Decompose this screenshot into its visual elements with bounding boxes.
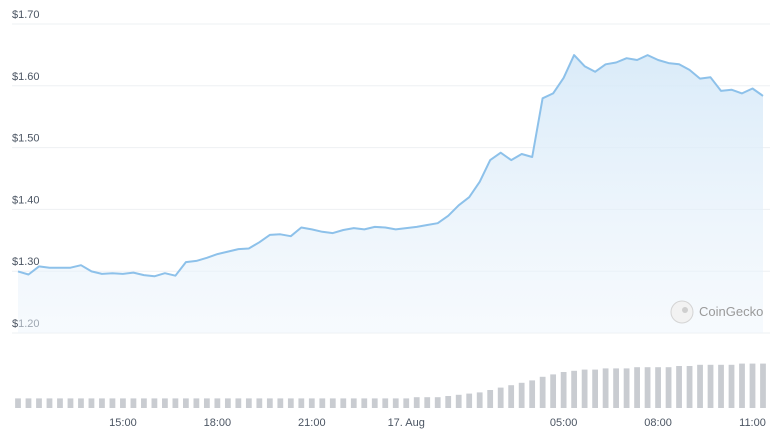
volume-bar bbox=[455, 394, 462, 408]
volume-bar bbox=[329, 398, 336, 408]
volume-bar bbox=[382, 398, 389, 408]
y-tick-label: $1.70 bbox=[12, 9, 40, 21]
volume-bar bbox=[644, 367, 651, 408]
volume-bar bbox=[487, 390, 494, 408]
volume-bar bbox=[497, 387, 504, 408]
volume-bar bbox=[571, 370, 578, 408]
volume-bar bbox=[550, 374, 557, 408]
plot bbox=[15, 54, 766, 408]
volume-bar bbox=[162, 398, 168, 408]
volume-bar bbox=[361, 398, 368, 408]
volume-bar bbox=[413, 397, 420, 408]
volume-bar bbox=[120, 398, 126, 408]
volume-bar bbox=[592, 369, 598, 408]
volume-bar bbox=[25, 398, 32, 408]
x-tick-label: 15:00 bbox=[109, 417, 137, 429]
grid: $1.20$1.30$1.40$1.50$1.60$1.7015:0018:00… bbox=[12, 9, 770, 429]
volume-bar bbox=[350, 398, 357, 408]
area bbox=[18, 55, 763, 333]
volume-bar bbox=[36, 398, 42, 408]
volume-bar bbox=[403, 398, 410, 408]
volume-bar bbox=[518, 382, 525, 408]
volume-bar bbox=[224, 398, 231, 408]
volume-bar bbox=[287, 398, 294, 408]
volume-bar bbox=[508, 385, 515, 408]
y-tick-label: $1.60 bbox=[12, 71, 40, 83]
volume-bar bbox=[466, 393, 473, 408]
x-tick-label: 08:00 bbox=[644, 417, 672, 429]
volume-bar bbox=[319, 398, 326, 408]
volume-bar bbox=[718, 364, 724, 408]
x-tick-label: 05:00 bbox=[550, 417, 578, 429]
volume-bar bbox=[193, 398, 200, 408]
volume-bar bbox=[109, 398, 116, 408]
volume-bar bbox=[424, 397, 431, 408]
volume-bar bbox=[634, 367, 640, 408]
volume-bar bbox=[728, 364, 735, 408]
volume-bar bbox=[476, 392, 483, 408]
volume-bar bbox=[15, 398, 21, 408]
volume-bar bbox=[539, 376, 546, 408]
volume-bar bbox=[88, 398, 95, 408]
volume-bar bbox=[99, 398, 105, 408]
volume-bar bbox=[760, 363, 766, 408]
volume-bar bbox=[371, 398, 378, 408]
volume-bar bbox=[749, 363, 756, 408]
x-tick-label: 11:00 bbox=[739, 417, 766, 429]
volume-bar bbox=[214, 398, 221, 408]
volume-bar bbox=[308, 398, 315, 408]
volume-bar bbox=[203, 398, 210, 408]
volume-bar bbox=[235, 398, 242, 408]
volume-bar bbox=[141, 398, 147, 408]
volume-bar bbox=[78, 398, 84, 408]
volume-bar bbox=[739, 363, 745, 408]
volume-bar bbox=[340, 398, 347, 408]
volume-bar bbox=[602, 368, 609, 408]
x-tick-label: 17. Aug bbox=[388, 417, 425, 429]
volume-bar bbox=[67, 398, 74, 408]
volume-bar bbox=[57, 398, 63, 408]
volume-bar bbox=[183, 398, 189, 408]
watermark-logo: CoinGecko bbox=[670, 300, 763, 324]
volume-bar bbox=[697, 364, 703, 408]
volume-bar bbox=[560, 372, 567, 408]
volume-bar bbox=[151, 398, 158, 408]
volume-bar bbox=[172, 398, 179, 408]
volume-bar bbox=[613, 368, 619, 408]
volume-bar bbox=[256, 398, 263, 408]
volume-bar bbox=[434, 397, 441, 408]
y-tick-label: $1.30 bbox=[12, 256, 40, 268]
volume-bar bbox=[655, 367, 661, 408]
volume-bar bbox=[676, 366, 682, 408]
volume-bar bbox=[707, 364, 714, 408]
volume-bar bbox=[445, 396, 452, 408]
volume-bar bbox=[623, 368, 630, 408]
price-line bbox=[17, 54, 764, 278]
volume-bar bbox=[130, 398, 137, 408]
volume-bar bbox=[686, 366, 693, 408]
volume-bar bbox=[298, 398, 305, 408]
y-tick-label: $1.50 bbox=[12, 133, 40, 145]
volume-bar bbox=[581, 369, 588, 408]
volume-bar bbox=[529, 380, 536, 408]
watermark: CoinGecko bbox=[699, 304, 763, 319]
volume-bar bbox=[266, 398, 273, 408]
volume-bar bbox=[245, 398, 252, 408]
y-tick-label: $1.40 bbox=[12, 194, 40, 206]
volume-bar bbox=[46, 398, 53, 408]
volume-bar bbox=[665, 367, 672, 408]
volume-bar bbox=[392, 398, 399, 408]
x-tick-label: 18:00 bbox=[204, 417, 232, 429]
x-tick-label: 21:00 bbox=[298, 417, 326, 429]
volume-bar bbox=[277, 398, 284, 408]
